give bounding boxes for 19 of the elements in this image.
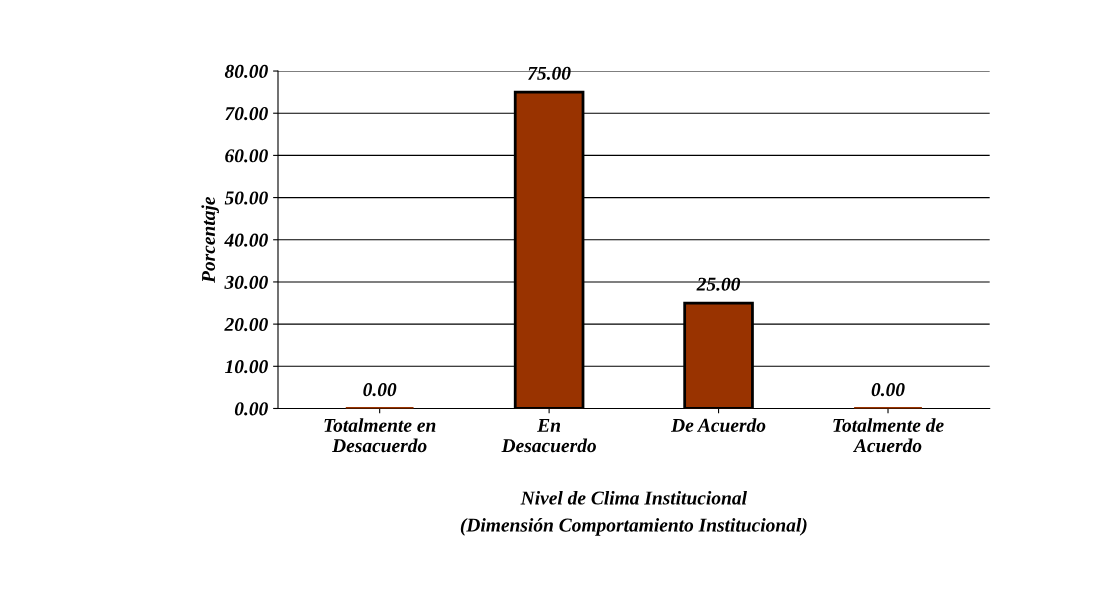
y-tick-label: 40.00 (224, 233, 268, 247)
y-tick-label: 70.00 (225, 107, 268, 121)
data-label: 0.00 (363, 383, 397, 397)
x-tick-label: Totalmente de Acuerdo (833, 418, 944, 453)
data-label: 25.00 (696, 277, 741, 291)
x-tick-label: Totalmente en Desacuerdo (324, 418, 436, 453)
y-tick-label: 20.00 (224, 317, 268, 332)
x-tick-label: En Desacuerdo (501, 418, 596, 453)
y-tick-label: 50.00 (224, 191, 268, 205)
y-tick-label: 0.00 (234, 402, 268, 416)
y-tick-label: 10.00 (224, 360, 268, 374)
y-tick-label: 30.00 (224, 275, 268, 289)
y-axis-title: Porcentaje (201, 196, 219, 283)
x-tick-label: De Acuerdo (670, 418, 766, 432)
x-axis-title: Nivel de Clima Institucional (Dimensión Comportamiento Institucional) (460, 490, 807, 536)
data-label: 75.00 (528, 66, 571, 80)
data-label: 0.00 (871, 383, 905, 397)
y-tick-label: 80.00 (224, 64, 268, 79)
y-tick-label: 60.00 (225, 149, 268, 163)
